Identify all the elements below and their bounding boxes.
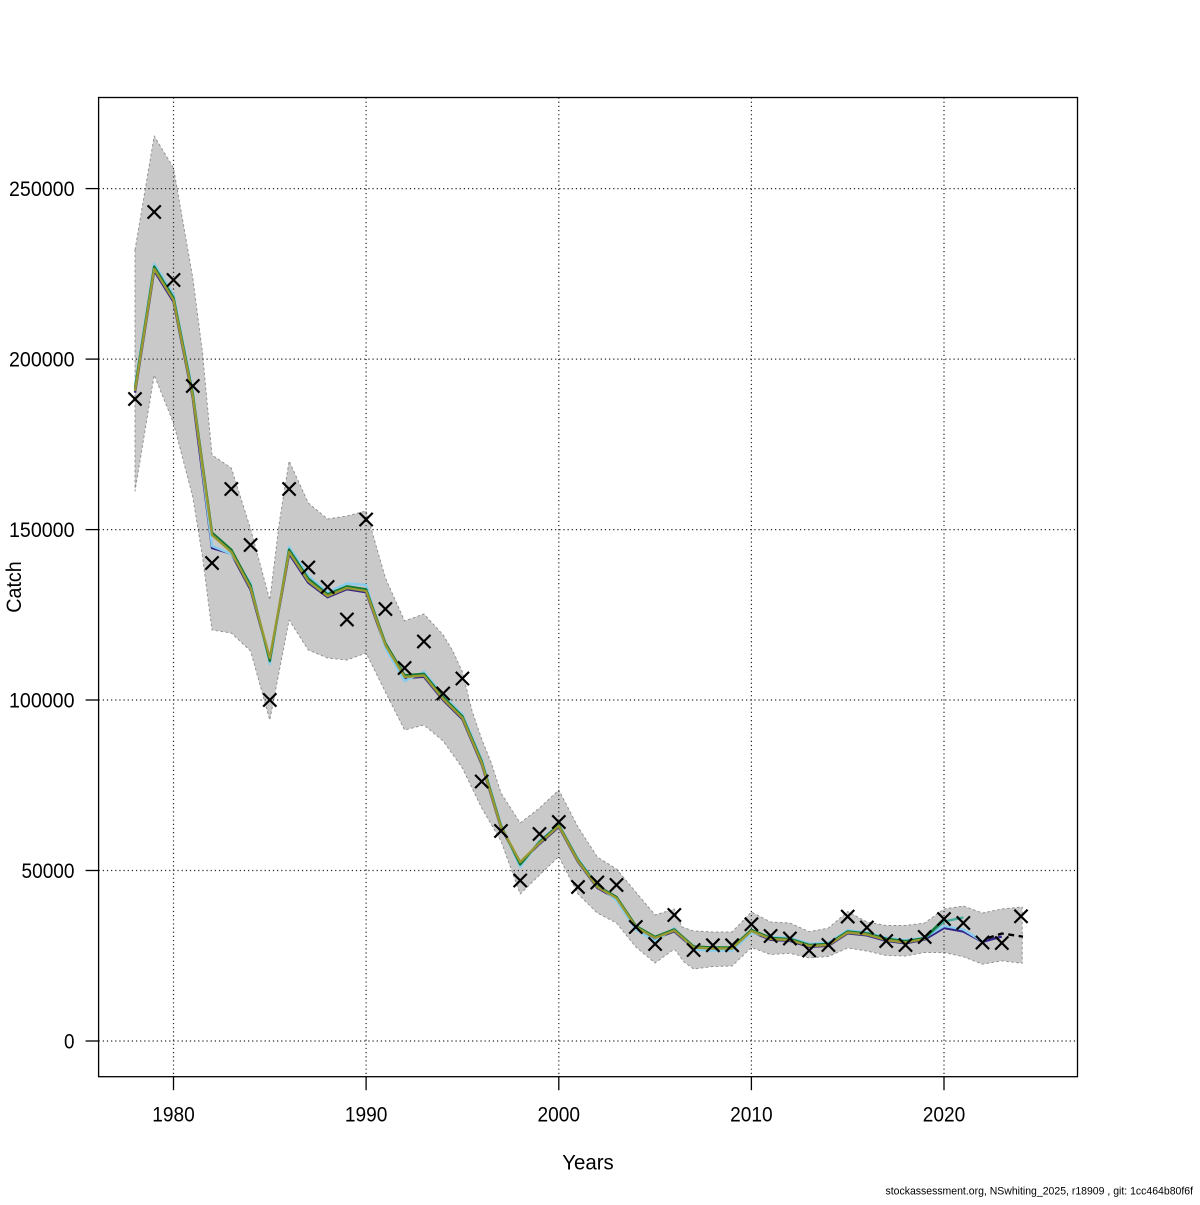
svg-text:0: 0 [64, 1031, 75, 1054]
svg-text:2000: 2000 [538, 1103, 581, 1126]
svg-text:Catch: Catch [3, 561, 26, 613]
svg-text:1990: 1990 [345, 1103, 388, 1126]
svg-text:250000: 250000 [9, 178, 75, 201]
svg-text:150000: 150000 [9, 519, 75, 542]
svg-text:Years: Years [562, 1151, 614, 1174]
svg-text:2010: 2010 [730, 1103, 773, 1126]
svg-text:2020: 2020 [923, 1103, 966, 1126]
svg-text:1980: 1980 [152, 1103, 195, 1126]
svg-text:50000: 50000 [22, 860, 75, 883]
svg-text:200000: 200000 [9, 349, 75, 372]
svg-text:100000: 100000 [9, 690, 75, 713]
svg-text:stockassessment.org, NSwhiting: stockassessment.org, NSwhiting_2025, r18… [886, 1186, 1194, 1198]
